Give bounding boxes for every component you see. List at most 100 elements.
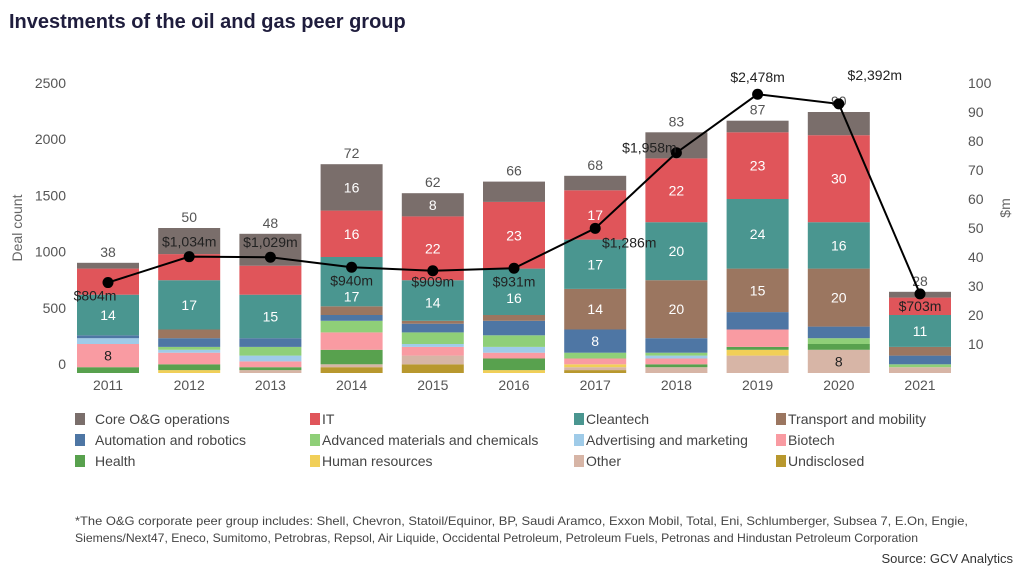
line-label: $1,286m [602, 234, 656, 250]
line-point [914, 288, 926, 300]
line-point [508, 262, 520, 274]
legend-label: Health [95, 453, 135, 469]
segment-label: 30 [831, 171, 847, 187]
bar-segment [401, 332, 464, 344]
line-point [183, 251, 195, 263]
bar-segment [807, 135, 870, 223]
legend-item: Undisclosed [776, 453, 864, 469]
x-tick: 2019 [742, 377, 773, 393]
bar-segment [77, 367, 139, 373]
bar-segment [239, 346, 302, 356]
right-tick: 90 [968, 104, 984, 120]
bar-segment [158, 329, 221, 339]
right-tick: 40 [968, 249, 984, 265]
line-label: $2,392m [848, 67, 902, 83]
x-tick: 2021 [904, 377, 935, 393]
bar-segment [77, 262, 139, 269]
bar-segment [483, 315, 545, 321]
legend-swatch [75, 413, 85, 425]
line-label: $1,029m [243, 234, 297, 250]
bar-segment [239, 370, 302, 373]
x-tick: 2012 [174, 377, 205, 393]
total-label: 68 [587, 157, 603, 173]
footnote-line-1: *The O&G corporate peer group includes: … [75, 514, 968, 528]
line-point [589, 222, 601, 234]
bar-segment [401, 355, 464, 365]
right-axis: 10 20 30 40 50 60 70 80 90 100 [968, 75, 992, 352]
bar-segment [239, 355, 302, 362]
bar-segment [564, 367, 627, 371]
bar-segment [807, 344, 870, 350]
legend-swatch [776, 434, 786, 446]
legend-label: Automation and robotics [95, 432, 246, 448]
bar-segment [320, 210, 383, 257]
segment-label: 20 [669, 243, 685, 259]
legend-item: Human resources [310, 453, 433, 469]
legend-item: Other [574, 453, 621, 469]
right-axis-label: $m [997, 198, 1013, 217]
legend-label: Undisclosed [788, 453, 864, 469]
bars: 8143817501548171616721422862162366814171… [77, 93, 951, 373]
legend-item: IT [310, 411, 335, 427]
bar-segment [320, 367, 383, 373]
legend-item: Automation and robotics [75, 432, 246, 448]
segment-label: 16 [344, 226, 360, 242]
bar-segment [77, 335, 139, 339]
bar-segment [645, 280, 708, 339]
total-label: 83 [669, 113, 685, 129]
bar-segment [564, 352, 627, 359]
x-tick: 2018 [661, 377, 692, 393]
right-tick: 30 [968, 278, 984, 294]
bar-segment [726, 329, 789, 347]
bar-segment [726, 349, 789, 356]
legend-swatch [776, 413, 786, 425]
segment-label: 16 [344, 179, 360, 195]
total-label: 38 [100, 244, 116, 260]
bar-segment [564, 370, 627, 373]
bar-segment [645, 355, 708, 359]
legend-item: Cleantech [574, 411, 649, 427]
bar-segment [889, 315, 951, 347]
bar-segment [320, 332, 383, 350]
line-label: $703m [899, 298, 942, 314]
bar-segment [726, 199, 789, 269]
segment-label: 17 [344, 289, 360, 305]
bar-segment [726, 268, 789, 313]
bar-segment [239, 367, 302, 371]
x-tick: 2015 [417, 377, 448, 393]
bar-segment [158, 228, 221, 255]
right-tick: 100 [968, 75, 992, 91]
bar-segment [645, 358, 708, 365]
bar-segment [320, 320, 383, 333]
bar-segment [807, 222, 870, 269]
source: Source: GCV Analytics [882, 551, 1014, 566]
segment-label: 22 [425, 240, 441, 256]
bar-segment [726, 312, 789, 330]
legend-item: Advanced materials and chemicals [310, 432, 538, 448]
legend-item: Advertising and marketing [574, 432, 748, 448]
line-point [346, 261, 358, 273]
bar-segment [320, 164, 383, 211]
bar-segment [889, 346, 951, 356]
total-label: 48 [263, 215, 279, 231]
line-label: $909m [411, 274, 454, 290]
legend-label: Advanced materials and chemicals [322, 432, 538, 448]
bar-segment [483, 181, 545, 202]
bar-segment [645, 158, 708, 223]
segment-label: 22 [669, 182, 685, 198]
bar-2018: 20 20 22 83 [645, 113, 708, 373]
line-label: $940m [330, 272, 373, 288]
x-tick: 2014 [336, 377, 367, 393]
segment-label: 16 [831, 237, 847, 253]
bar-segment [726, 132, 789, 199]
bar-segment [77, 344, 139, 368]
total-label: 50 [181, 209, 197, 225]
left-tick: 1500 [35, 187, 66, 203]
x-tick: 2020 [823, 377, 854, 393]
left-tick: 0 [58, 356, 66, 372]
right-tick: 60 [968, 191, 984, 207]
right-tick: 20 [968, 307, 984, 323]
